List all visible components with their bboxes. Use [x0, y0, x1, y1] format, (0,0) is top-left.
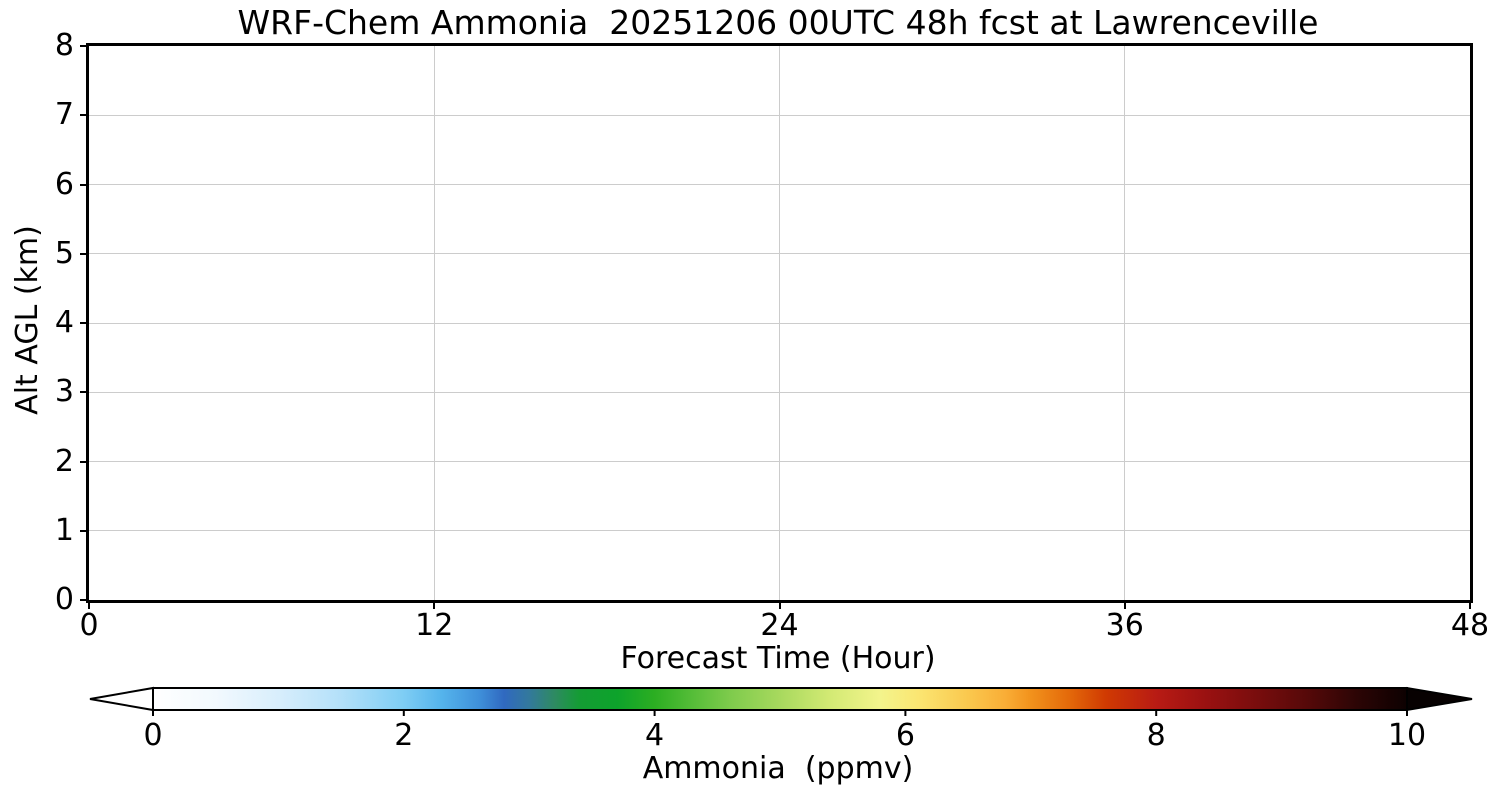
y-gridline — [89, 461, 1470, 462]
x-tick-mark — [1469, 603, 1471, 609]
y-tick-label: 4 — [54, 305, 74, 340]
x-axis-label: Forecast Time (Hour) — [620, 641, 936, 676]
colorbar-tick-label: 8 — [1146, 718, 1166, 753]
x-tick-label: 36 — [1105, 608, 1144, 643]
x-tick-mark — [88, 603, 90, 609]
colorbar-tick-label: 6 — [895, 718, 915, 753]
colorbar-label: Ammonia (ppmv) — [642, 751, 914, 786]
y-tick-mark — [80, 391, 86, 394]
x-tick-label: 12 — [415, 608, 454, 643]
y-tick-label: 0 — [54, 582, 74, 617]
colorbar-right-arrow — [1406, 686, 1473, 712]
y-tick-label: 6 — [54, 166, 74, 202]
y-tick-label: 7 — [54, 97, 74, 133]
y-gridline — [89, 530, 1470, 532]
chart-title: WRF-Chem Ammonia 20251206 00UTC 48h fcst… — [237, 3, 1319, 42]
y-tick-mark — [80, 460, 86, 463]
y-tick-label: 1 — [54, 512, 74, 548]
x-tick-mark — [778, 603, 781, 609]
plot-area — [86, 43, 1473, 603]
y-gridline — [89, 114, 1470, 116]
y-tick-label: 3 — [54, 374, 74, 410]
colorbar-tick-label: 2 — [394, 718, 414, 753]
y-tick-label: 2 — [54, 443, 74, 479]
y-gridline — [89, 322, 1470, 324]
y-tick-mark — [80, 322, 86, 324]
y-tick-mark — [80, 529, 86, 532]
x-tick-label: 24 — [760, 608, 799, 643]
x-tick-mark — [433, 603, 436, 609]
colorbar-tick-label: 10 — [1387, 718, 1427, 753]
y-gridline — [89, 184, 1470, 185]
y-tick-mark — [80, 599, 86, 601]
colorbar-tick-label: 0 — [143, 718, 163, 753]
colorbar-tick-label: 4 — [645, 718, 665, 753]
x-tick-mark — [1123, 603, 1126, 609]
y-gridline — [89, 253, 1470, 255]
y-gridline — [89, 391, 1470, 393]
y-tick-mark — [80, 45, 86, 47]
colorbar — [89, 686, 1473, 716]
y-tick-label: 8 — [54, 28, 74, 63]
y-tick-label: 5 — [54, 235, 74, 271]
colorbar-gradient-bar — [152, 687, 1408, 711]
colorbar-left-arrow — [89, 686, 154, 712]
x-tick-label: 48 — [1450, 608, 1490, 643]
x-tick-label: 0 — [79, 608, 99, 643]
y-tick-mark — [80, 114, 86, 117]
y-tick-mark — [80, 252, 86, 255]
y-tick-mark — [80, 183, 86, 186]
y-axis-label: Alt AGL (km) — [10, 225, 45, 415]
